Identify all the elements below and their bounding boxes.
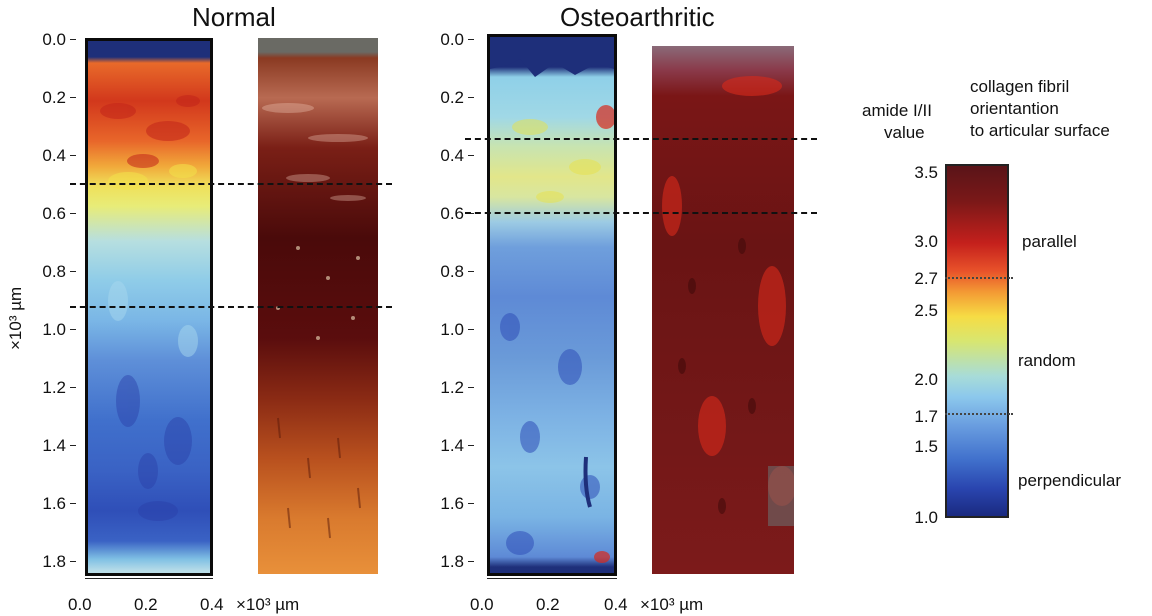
oa-x-tick-1: 0.2 [536,595,560,614]
normal-y-tick-mark-9 [70,561,76,562]
oa-x-tick-0: 0.0 [470,595,494,614]
colorbar-threshold-2.7 [945,277,1013,279]
osteoarthritic-title: Osteoarthritic [560,2,715,32]
normal-y-tick-mark-3 [70,213,76,214]
normal-y-tick-mark-5 [70,329,76,330]
colorbar [945,164,1009,518]
oa-x-tick-2: 0.4 [604,595,628,614]
oa-y-tick-mark-2 [468,155,474,156]
normal-amide-texture [100,95,200,521]
oa-y-tick-mark-4 [468,271,474,272]
oa-micrograph-texture [662,76,794,526]
zone-label-perpendicular: perpendicular [1018,471,1122,490]
normal-y-tick-6: 1.2 [42,378,66,397]
cb-tick-2.0: 2.0 [914,370,938,389]
zone-label-parallel: parallel [1022,232,1077,251]
normal-y-tick-mark-6 [70,387,76,388]
cb-tick-2.5: 2.5 [914,301,938,320]
normal-zone-line-lower [70,306,392,308]
oa-y-tick-mark-9 [468,561,474,562]
normal-x-axis-line [85,578,213,579]
cb-tick-3.0: 3.0 [914,232,938,251]
normal-x-tick-0: 0.0 [68,595,92,614]
oa-y-tick-2: 0.4 [440,146,464,165]
legend-value-title-line1: amide I/II [862,101,932,120]
oa-y-tick-mark-6 [468,387,474,388]
normal-x-tick-2: 0.4 [200,595,224,614]
normal-y-tick-3: 0.6 [42,204,66,223]
normal-y-tick-1: 0.2 [42,88,66,107]
oa-amide-texture [490,37,614,563]
oa-y-tick-mark-7 [468,445,474,446]
colorbar-threshold-1.7 [945,413,1013,415]
oa-y-tick-8: 1.6 [440,494,464,513]
normal-zone-line-upper [70,183,392,185]
normal-y-tick-4: 0.8 [42,262,66,281]
legend-orientation-title-line1: collagen fibril [970,77,1070,96]
oa-micrograph [652,46,794,574]
normal-x-unit: ×10³ µm [236,595,300,614]
oa-y-tick-9: 1.8 [440,552,464,571]
normal-micrograph-texture [262,103,368,539]
cb-tick-1.5: 1.5 [914,437,938,456]
legend-orientation-title-line2: orientantion [970,99,1059,118]
oa-y-tick-7: 1.4 [440,436,464,455]
oa-y-tick-mark-8 [468,503,474,504]
normal-y-tick-9: 1.8 [42,552,66,571]
oa-y-tick-4: 0.8 [440,262,464,281]
normal-x-tick-1: 0.2 [134,595,158,614]
normal-y-tick-5: 1.0 [42,320,66,339]
normal-y-tick-mark-2 [70,155,76,156]
oa-y-tick-mark-1 [468,97,474,98]
oa-y-tick-5: 1.0 [440,320,464,339]
cb-tick-1.7: 1.7 [914,407,938,426]
cb-tick-3.5: 3.5 [914,163,938,182]
normal-y-tick-0: 0.0 [42,30,66,49]
cb-tick-2.7: 2.7 [914,269,938,288]
oa-amide-map [487,34,617,576]
oa-y-tick-6: 1.2 [440,378,464,397]
zone-label-random: random [1018,351,1076,370]
normal-y-tick-mark-4 [70,271,76,272]
normal-y-tick-mark-1 [70,97,76,98]
cb-tick-1.0: 1.0 [914,508,938,527]
normal-y-tick-mark-8 [70,503,76,504]
legend-value-title-line2: value [884,123,925,142]
oa-y-tick-1: 0.2 [440,88,464,107]
oa-zone-line-lower [465,212,817,214]
oa-zone-line-upper [465,138,817,140]
legend-orientation-title-line3: to articular surface [970,121,1110,140]
normal-y-tick-8: 1.6 [42,494,66,513]
oa-y-tick-mark-5 [468,329,474,330]
oa-x-unit: ×10³ µm [640,595,704,614]
normal-y-tick-mark-7 [70,445,76,446]
y-axis-label: ×10³ µm [6,286,25,350]
normal-y-tick-mark-0 [70,39,76,40]
normal-y-tick-2: 0.4 [42,146,66,165]
legend-orientation-title: collagen fibril orientantion to articula… [970,76,1110,142]
oa-y-tick-mark-0 [468,39,474,40]
normal-y-tick-7: 1.4 [42,436,66,455]
oa-x-axis-line [487,578,617,579]
legend-value-title: amide I/II value [862,100,932,144]
normal-title: Normal [192,2,276,32]
oa-y-tick-3: 0.6 [440,204,464,223]
oa-y-tick-0: 0.0 [440,30,464,49]
